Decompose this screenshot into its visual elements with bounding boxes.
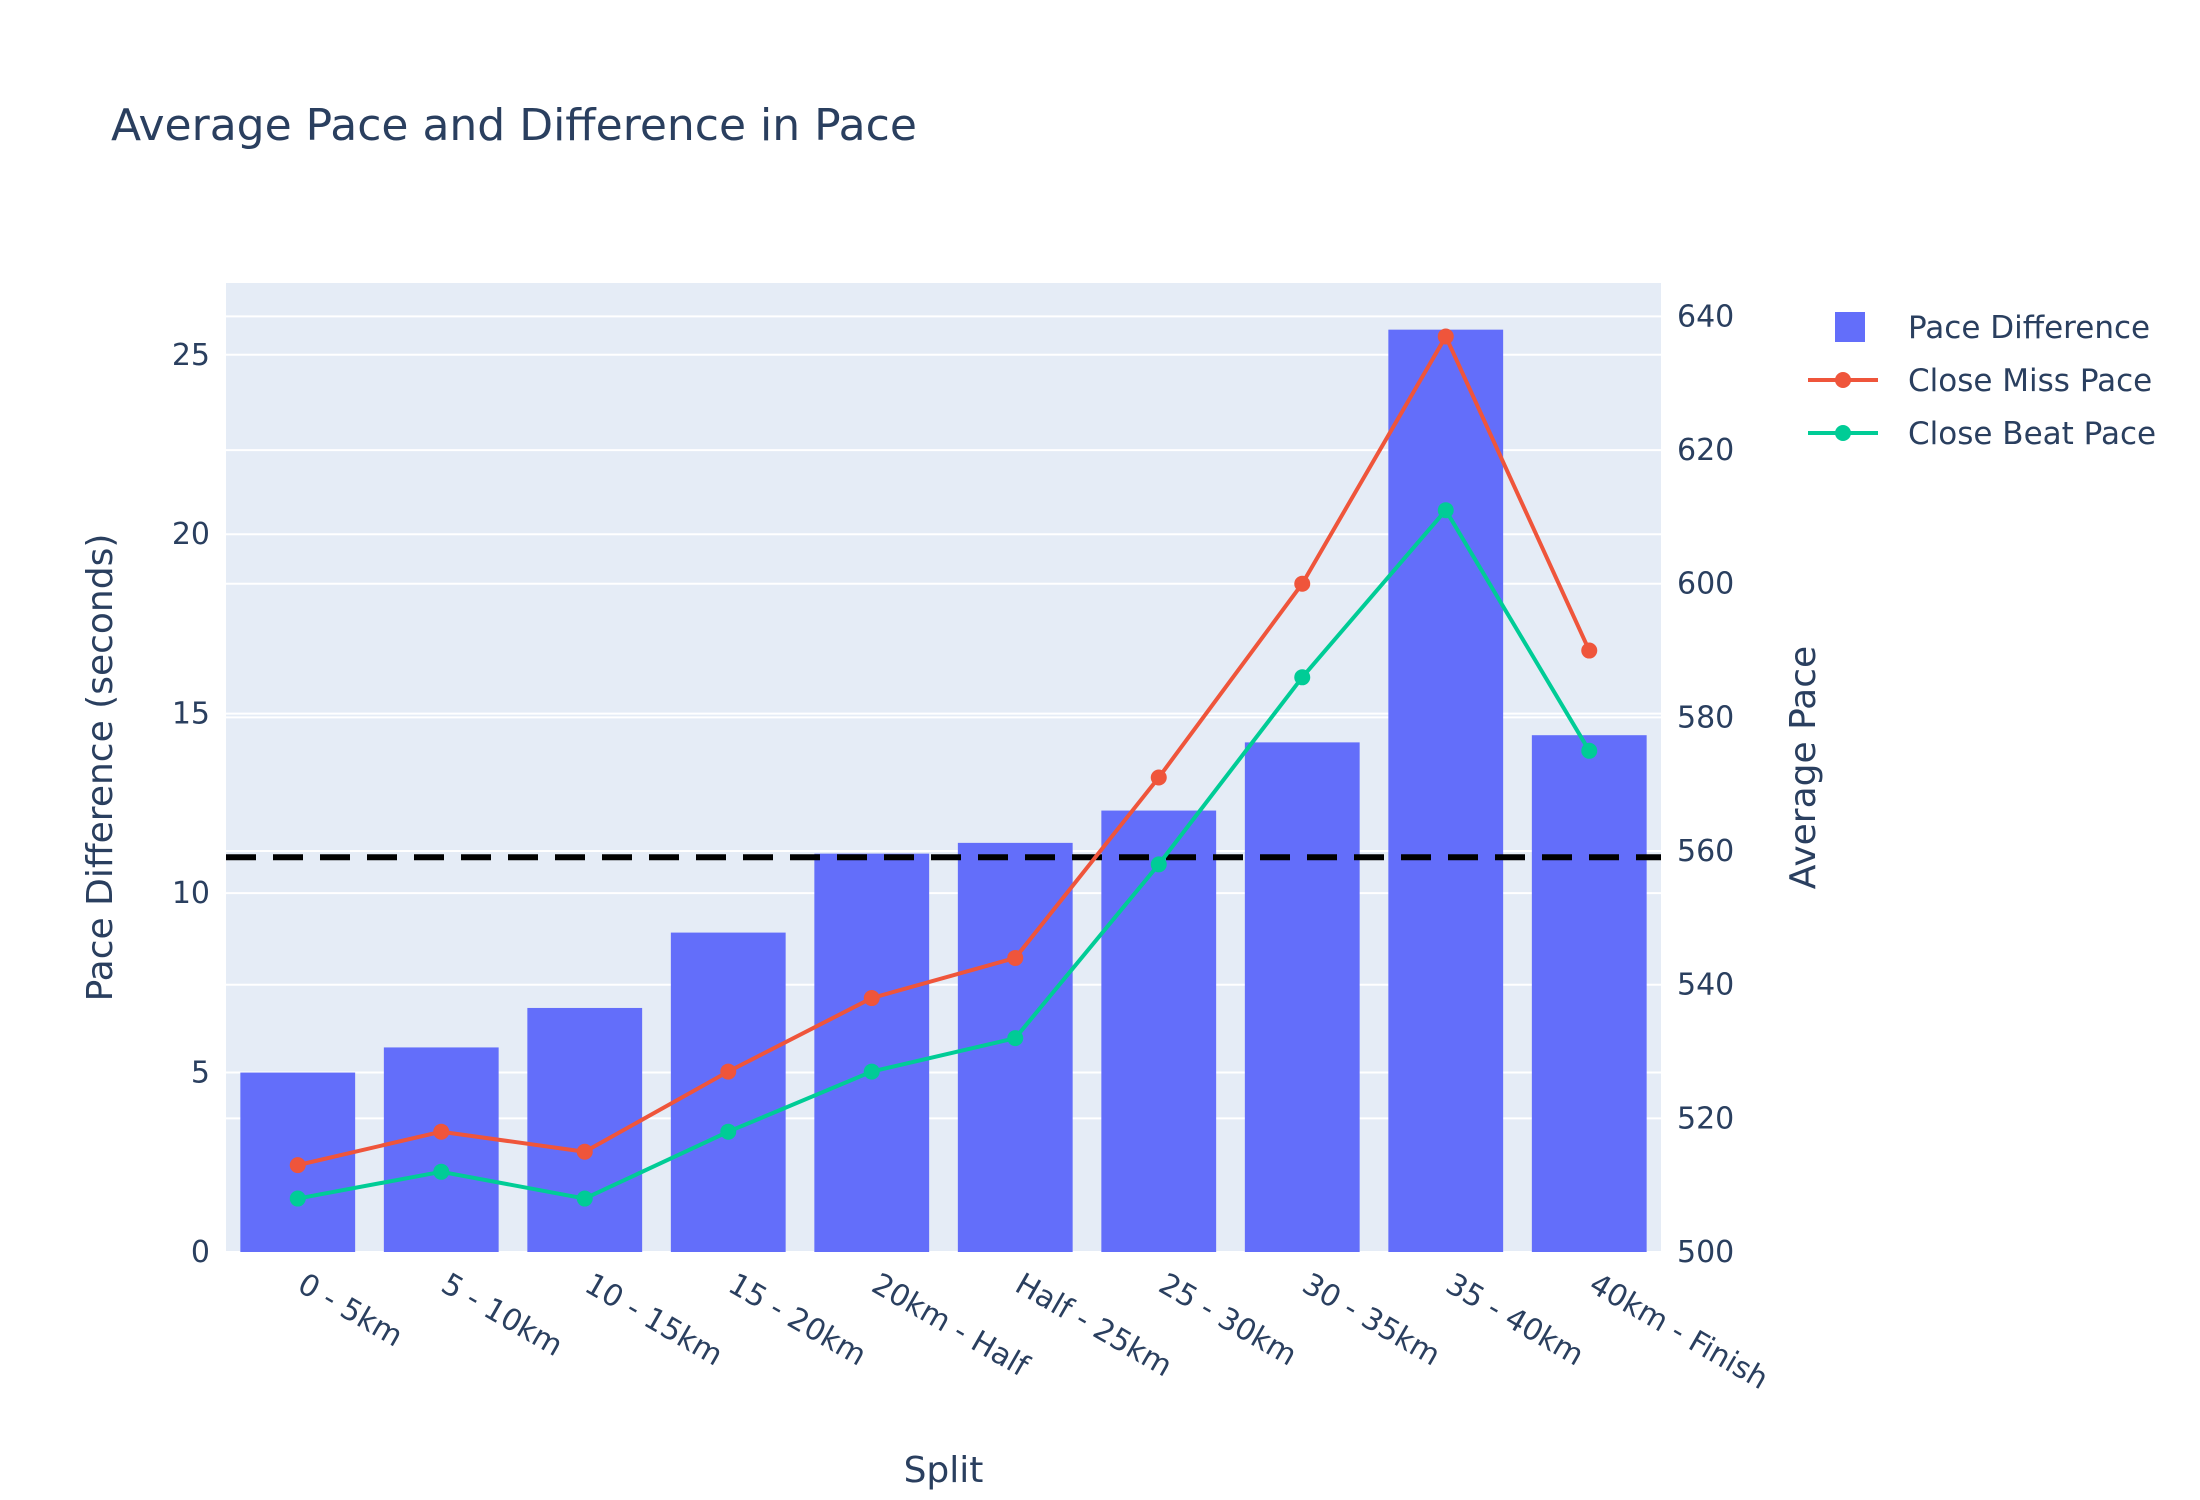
bar	[383, 1047, 499, 1252]
legend-swatch-point	[1835, 372, 1851, 388]
series-point	[720, 1123, 737, 1140]
x-tick-label: 20km - Half	[866, 1267, 1036, 1385]
x-tick-label: 5 - 10km	[435, 1267, 568, 1364]
y-right-tick-label: 520	[1677, 1101, 1734, 1136]
bar	[1388, 329, 1504, 1253]
series-point	[433, 1123, 450, 1140]
y-right-ticks: 500 520 540 560 580 600 620 640	[1677, 299, 1734, 1270]
x-tick-label: 35 - 40km	[1440, 1267, 1590, 1374]
series-point	[1007, 949, 1024, 966]
series-line	[297, 334, 1592, 1168]
series-point	[1294, 669, 1311, 686]
x-tick-label: 10 - 15km	[579, 1267, 729, 1374]
y-right-tick-label: 560	[1677, 834, 1734, 869]
bar	[1244, 742, 1360, 1252]
bar	[814, 853, 930, 1252]
y-right-tick-label: 500	[1677, 1235, 1734, 1270]
series-point	[1294, 575, 1311, 592]
legend-label: Close Miss Pace	[1908, 363, 2152, 399]
series-point	[433, 1163, 450, 1180]
bars	[240, 329, 1647, 1253]
legend-swatch	[1835, 312, 1865, 342]
series-point	[289, 1157, 306, 1174]
y-right-axis-title: Average Pace	[1783, 646, 1824, 889]
series-point	[1581, 742, 1598, 759]
series-point	[1150, 856, 1167, 873]
series-point	[720, 1063, 737, 1080]
chart-title: Average Pace and Difference in Pace	[111, 100, 917, 151]
series-point	[863, 990, 880, 1007]
x-tick-label: 0 - 5km	[292, 1267, 409, 1355]
x-tick-label: Half - 25km	[1009, 1267, 1178, 1385]
y-right-tick-label: 580	[1677, 700, 1734, 735]
legend-label: Pace Difference	[1908, 310, 2150, 346]
y-left-tick-label: 20	[172, 517, 210, 552]
series-point	[1581, 642, 1598, 659]
x-tick-label: 30 - 35km	[1296, 1267, 1446, 1374]
legend: Pace Difference Close Miss Pace Close Beat…	[1808, 310, 2156, 452]
y-right-tick-label: 600	[1677, 567, 1734, 602]
y-left-tick-label: 0	[191, 1235, 210, 1270]
series-point	[863, 1063, 880, 1080]
legend-swatch-point	[1835, 425, 1851, 441]
y-right-tick-label: 540	[1677, 968, 1734, 1003]
legend-label: Close Beat Pace	[1908, 416, 2156, 452]
y-left-axis-title: Pace Difference (seconds)	[80, 534, 121, 1002]
series-point	[576, 1190, 593, 1207]
series-point	[289, 1190, 306, 1207]
series-point	[1150, 769, 1167, 786]
series-point	[576, 1143, 593, 1160]
y-left-tick-label: 15	[172, 697, 210, 732]
bar	[1101, 810, 1217, 1252]
y-left-tick-label: 5	[191, 1056, 210, 1091]
y-left-tick-label: 10	[172, 876, 210, 911]
x-tick-label: 40km - Finish	[1583, 1267, 1774, 1397]
series-point	[1437, 328, 1454, 345]
series-point	[1437, 502, 1454, 519]
x-tick-label: 15 - 20km	[722, 1267, 872, 1374]
y-right-tick-label: 640	[1677, 299, 1734, 334]
lines	[289, 328, 1598, 1207]
bar	[1531, 735, 1647, 1252]
y-left-tick-label: 25	[172, 338, 210, 373]
series-line	[297, 508, 1591, 1201]
x-axis-title: Split	[904, 1450, 984, 1491]
series-point	[1007, 1030, 1024, 1047]
y-left-ticks: 0 5 10 15 20 25	[172, 338, 210, 1270]
y-right-tick-label: 620	[1677, 433, 1734, 468]
